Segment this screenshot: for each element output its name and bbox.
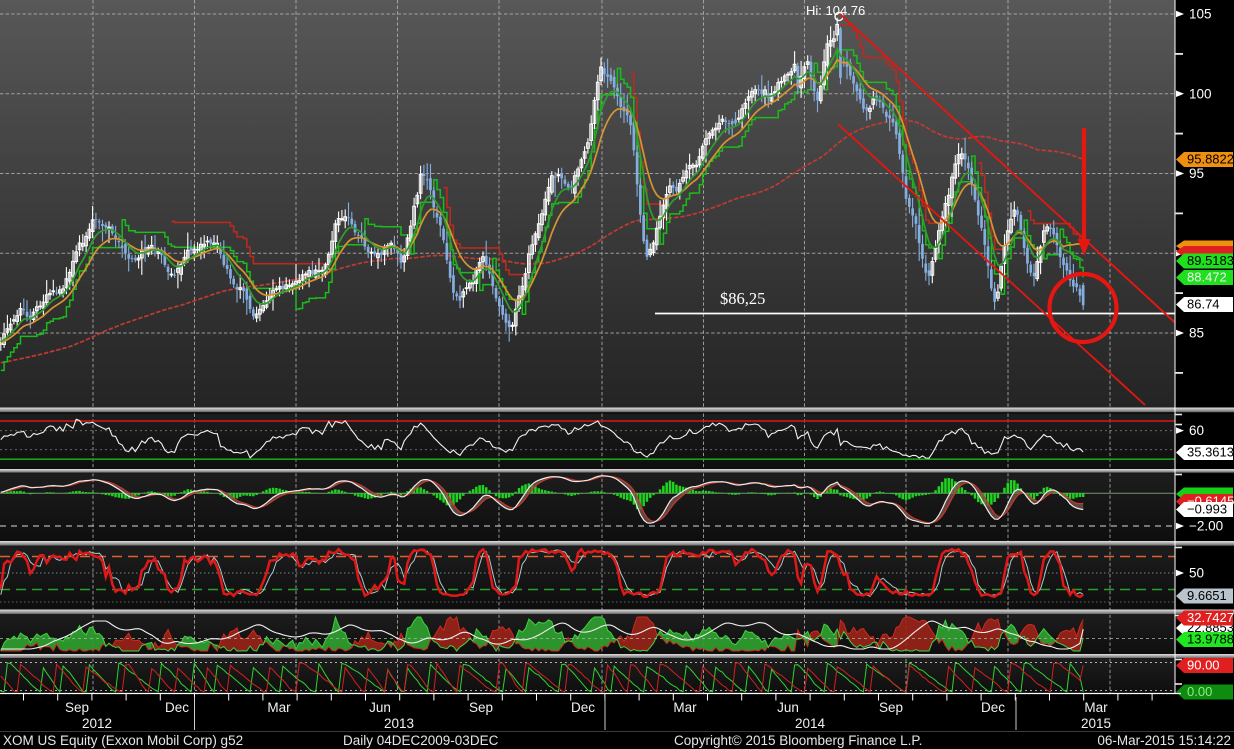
- svg-text:60: 60: [1189, 423, 1204, 438]
- svg-text:86.74: 86.74: [1187, 297, 1220, 312]
- svg-text:50: 50: [1189, 566, 1204, 581]
- svg-text:−0.993: −0.993: [1187, 502, 1227, 517]
- svg-text:95: 95: [1189, 166, 1204, 181]
- svg-text:Mar: Mar: [1084, 700, 1108, 715]
- svg-text:2012: 2012: [82, 716, 112, 731]
- svg-text:Sep: Sep: [65, 700, 89, 715]
- svg-text:0.00: 0.00: [1187, 684, 1212, 699]
- svg-text:Dec: Dec: [981, 700, 1005, 715]
- svg-text:Sep: Sep: [469, 700, 493, 715]
- svg-text:06-Mar-2015 15:14:22: 06-Mar-2015 15:14:22: [1097, 733, 1231, 748]
- svg-text:Jun: Jun: [777, 700, 799, 715]
- svg-text:35.3613: 35.3613: [1187, 445, 1234, 460]
- svg-text:Dec: Dec: [571, 700, 595, 715]
- svg-text:85: 85: [1189, 326, 1204, 341]
- svg-text:Dec: Dec: [165, 700, 189, 715]
- svg-text:13.9788: 13.9788: [1187, 632, 1234, 647]
- svg-text:90.00: 90.00: [1187, 658, 1220, 673]
- svg-text:Copyright© 2015 Bloomberg Fina: Copyright© 2015 Bloomberg Finance L.P.: [674, 733, 922, 748]
- svg-text:2013: 2013: [384, 716, 414, 731]
- svg-text:95.8822: 95.8822: [1187, 152, 1234, 167]
- svg-text:$86,25: $86,25: [720, 289, 765, 308]
- svg-text:100: 100: [1189, 86, 1212, 101]
- svg-text:Hi: 104.76: Hi: 104.76: [806, 3, 865, 18]
- svg-text:Sep: Sep: [879, 700, 903, 715]
- svg-text:105: 105: [1189, 7, 1212, 22]
- svg-text:9.6651: 9.6651: [1187, 588, 1227, 603]
- svg-text:89.5183: 89.5183: [1187, 253, 1234, 268]
- svg-text:XOM US Equity (Exxon Mobil Cor: XOM US Equity (Exxon Mobil Corp) g52: [3, 733, 243, 748]
- svg-text:Daily 04DEC2009-03DEC: Daily 04DEC2009-03DEC: [343, 733, 499, 748]
- svg-text:Mar: Mar: [267, 700, 291, 715]
- svg-text:2014: 2014: [795, 716, 826, 731]
- svg-text:−2.00: −2.00: [1189, 519, 1223, 534]
- svg-text:Jun: Jun: [369, 700, 391, 715]
- svg-text:32.7427: 32.7427: [1187, 610, 1234, 625]
- svg-text:88.472: 88.472: [1187, 270, 1227, 285]
- svg-text:2015: 2015: [1081, 716, 1111, 731]
- svg-text:Mar: Mar: [673, 700, 697, 715]
